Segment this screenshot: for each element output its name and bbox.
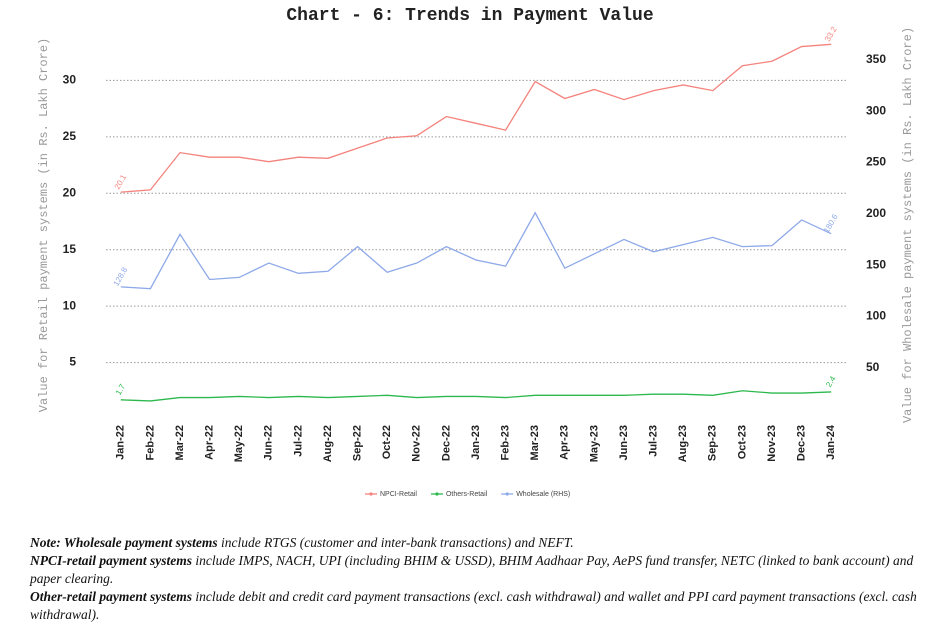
y-tick-label: 20: [63, 185, 77, 199]
x-tick-label: Sep-23: [707, 425, 719, 461]
x-tick-label: May-22: [233, 425, 245, 462]
x-tick-label: Aug-23: [677, 425, 689, 462]
x-tick-label: Nov-22: [411, 425, 423, 462]
note: Other-retail payment systems include deb…: [30, 588, 930, 624]
y2-tick-label: 150: [866, 257, 886, 271]
value-label: 180.6: [822, 212, 840, 234]
y2-tick-label: 350: [866, 52, 886, 66]
note-heading: Note: Wholesale payment systems: [30, 535, 218, 550]
note-heading: NPCI-retail payment systems: [30, 553, 192, 568]
legend-marker: [435, 492, 439, 496]
series-line: [120, 211, 832, 290]
chart-title: Chart - 6: Trends in Payment Value: [286, 6, 653, 26]
x-tick-label: Jan-24: [825, 424, 837, 460]
x-tick-label: Mar-23: [529, 425, 541, 460]
value-label: 1.7: [114, 382, 128, 397]
chart: Chart - 6: Trends in Payment Value Value…: [37, 6, 915, 498]
x-tick-label: Dec-23: [796, 425, 808, 461]
note-text: include RTGS (customer and inter-bank tr…: [220, 535, 574, 550]
x-tick-label: Feb-22: [144, 425, 156, 460]
y-tick-label: 15: [63, 242, 77, 256]
x-tick-label: Nov-23: [766, 425, 778, 462]
y2-tick-label: 250: [866, 155, 886, 169]
y2-tick-label: 200: [866, 206, 886, 220]
x-tick-label: Jul-23: [648, 425, 660, 457]
note-heading: Other-retail payment systems: [30, 589, 192, 604]
y-tick-label: 25: [63, 129, 77, 143]
x-tick-label: Aug-22: [322, 425, 334, 462]
note: NPCI-retail payment systems include IMPS…: [30, 552, 930, 588]
legend-label: Wholesale (RHS): [516, 491, 570, 498]
note-text: include IMPS, NACH, UPI (including BHIM …: [30, 553, 914, 586]
x-tick-label: Oct-22: [381, 425, 393, 459]
x-tick-label: Mar-22: [174, 425, 186, 460]
value-label: 2.4: [824, 374, 838, 389]
legend-marker: [369, 492, 373, 496]
y-tick-label: 30: [63, 73, 77, 87]
y2-tick-label: 50: [866, 360, 880, 374]
legend-label: Others-Retail: [446, 491, 488, 498]
legend-label: NPCI-Retail: [380, 491, 417, 498]
y-tick-label: 10: [63, 298, 77, 312]
y2-tick-label: 300: [866, 103, 886, 117]
x-tick-label: Jul-22: [292, 425, 304, 457]
value-label: 33.2: [823, 25, 839, 43]
x-tick-label: Feb-23: [500, 425, 512, 460]
value-label: 20.1: [113, 172, 129, 190]
y-tick-label: 5: [69, 355, 76, 369]
note-text: include debit and credit card payment tr…: [30, 589, 917, 622]
x-tick-label: Apr-23: [559, 425, 571, 460]
x-tick-label: Sep-22: [352, 425, 364, 461]
series-line: [120, 390, 832, 402]
value-label: 128.8: [112, 265, 130, 287]
x-tick-label: Oct-23: [736, 425, 748, 459]
y2-axis-title: Value for Wholesale payment systems (in …: [901, 27, 915, 423]
x-tick-label: Dec-22: [440, 425, 452, 461]
x-tick-label: Jan-22: [115, 425, 127, 460]
legend-marker: [505, 492, 509, 496]
notes: Note: Wholesale payment systems include …: [30, 534, 930, 624]
y2-tick-label: 100: [866, 309, 886, 323]
series-line: [120, 43, 832, 193]
x-tick-label: Apr-22: [204, 425, 216, 460]
x-tick-label: Jun-22: [263, 425, 275, 460]
x-tick-label: Jan-23: [470, 425, 482, 460]
x-tick-label: Jun-23: [618, 425, 630, 460]
note: Note: Wholesale payment systems include …: [30, 534, 930, 552]
x-tick-label: May-23: [588, 425, 600, 462]
y-axis-title: Value for Retail payment systems (in Rs.…: [37, 38, 51, 412]
